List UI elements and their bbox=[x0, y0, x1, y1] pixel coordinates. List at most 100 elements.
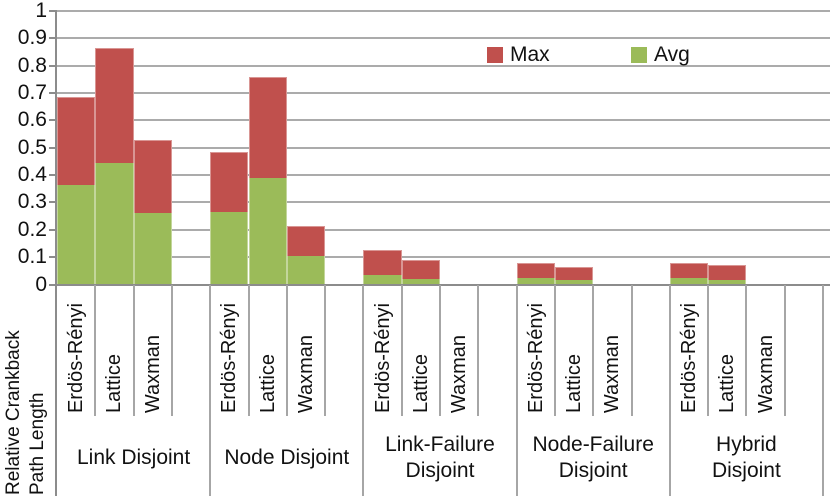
bar-segment-max bbox=[286, 225, 326, 256]
category-label: Waxman bbox=[601, 334, 624, 413]
category-label: Waxman bbox=[448, 334, 471, 413]
y-axis-tick bbox=[49, 92, 57, 95]
category-separator-line bbox=[132, 284, 135, 416]
category-separator-line bbox=[783, 284, 786, 416]
category-label-box: Erdös-Rényi bbox=[363, 287, 401, 416]
legend-item-max: Max bbox=[487, 43, 550, 67]
group-label-line: Node-Failure bbox=[532, 432, 654, 456]
legend-item-avg: Avg bbox=[631, 43, 690, 67]
y-tick-label: 1 bbox=[35, 0, 47, 22]
avg-legend-swatch-icon bbox=[631, 47, 647, 63]
category-label-box: Waxman bbox=[440, 287, 478, 416]
category-label-box: Erdös-Rényi bbox=[210, 287, 248, 416]
bar-segment-max bbox=[708, 265, 747, 281]
y-axis-tick bbox=[49, 64, 57, 67]
group-label-line: Hybrid bbox=[716, 432, 777, 456]
y-axis-tick bbox=[49, 228, 57, 231]
group-label-line: Disjoint bbox=[405, 458, 475, 482]
category-separator-line bbox=[400, 284, 403, 416]
category-label: Waxman bbox=[294, 334, 317, 413]
category-label: Erdös-Rényi bbox=[65, 302, 88, 413]
y-axis-title-line1: Relative Crankback bbox=[3, 330, 24, 495]
y-tick-label: 0.9 bbox=[17, 26, 47, 50]
y-tick-label: 0.2 bbox=[17, 217, 47, 241]
y-tick-label: 0.4 bbox=[17, 163, 47, 187]
category-separator-line bbox=[439, 284, 441, 416]
y-axis-title-line2: Path Length bbox=[27, 392, 48, 495]
y-tick-label: 0.3 bbox=[17, 190, 47, 214]
gridline bbox=[57, 92, 830, 95]
category-separator-line bbox=[592, 284, 595, 416]
bar-segment-max bbox=[554, 266, 594, 281]
group-label-line: Node Disjoint bbox=[224, 445, 350, 469]
gridline bbox=[57, 10, 830, 12]
group-boundary-line bbox=[209, 284, 212, 496]
legend-label-avg: Avg bbox=[654, 43, 690, 66]
category-separator-line bbox=[247, 284, 250, 416]
bar-segment-max bbox=[248, 76, 287, 178]
category-separator-line bbox=[477, 284, 480, 416]
category-label-box: Lattice bbox=[402, 287, 440, 416]
bar-segment-avg bbox=[554, 280, 594, 285]
group-label-line: Disjoint bbox=[558, 458, 628, 482]
y-axis-line bbox=[55, 10, 57, 496]
bar-segment-avg bbox=[516, 277, 555, 285]
y-tick-label: 0 bbox=[35, 272, 47, 296]
category-label: Waxman bbox=[141, 334, 164, 413]
group-label: Link-Failure Disjoint bbox=[363, 419, 516, 496]
y-axis-tick bbox=[49, 37, 57, 40]
category-separator-line bbox=[285, 284, 288, 416]
group-boundary-line bbox=[515, 284, 518, 496]
group-label: Link Disjoint bbox=[57, 419, 210, 496]
category-separator-line bbox=[94, 284, 97, 416]
bar-segment-avg bbox=[401, 279, 440, 285]
category-label-box: Waxman bbox=[746, 287, 784, 416]
bar-segment-max bbox=[95, 47, 134, 163]
bar-segment-avg bbox=[210, 212, 249, 285]
category-label: Erdös-Rényi bbox=[677, 302, 700, 413]
category-label-box: Lattice bbox=[708, 287, 746, 416]
category-label: Lattice bbox=[103, 354, 126, 413]
y-tick-label: 0.1 bbox=[17, 245, 47, 269]
group-boundary-line bbox=[362, 284, 365, 496]
bar-segment-avg bbox=[363, 274, 402, 285]
category-separator-line bbox=[707, 284, 710, 416]
gridline bbox=[57, 146, 830, 149]
category-separator-line bbox=[170, 284, 173, 416]
bar-segment-max bbox=[401, 259, 440, 280]
group-label-line: Link Disjoint bbox=[76, 445, 191, 469]
category-label: Erdös-Rényi bbox=[218, 302, 241, 413]
category-label-box: Erdös-Rényi bbox=[670, 287, 708, 416]
category-label-box: Lattice bbox=[555, 287, 593, 416]
group-label-line: Link-Failure bbox=[385, 432, 495, 456]
bar-segment-avg bbox=[133, 213, 172, 285]
category-separator-line bbox=[553, 284, 556, 416]
bar-segment-avg bbox=[286, 255, 326, 285]
y-axis-tick bbox=[49, 119, 57, 122]
category-label: Waxman bbox=[754, 334, 777, 413]
group-label: Node Disjoint bbox=[210, 419, 363, 496]
group-label: Node-Failure Disjoint bbox=[517, 419, 670, 496]
bar-segment-avg bbox=[57, 184, 96, 285]
y-tick-label: 0.5 bbox=[17, 135, 47, 159]
bar-segment-max bbox=[669, 262, 709, 278]
bar-segment-max bbox=[57, 97, 96, 185]
gridline bbox=[57, 201, 830, 204]
gridline bbox=[57, 37, 830, 40]
category-label: Erdös-Rényi bbox=[371, 302, 394, 413]
category-label-box: Erdös-Rényi bbox=[517, 287, 555, 416]
y-axis-tick bbox=[49, 10, 57, 12]
legend-label-max: Max bbox=[510, 43, 550, 66]
category-separator-line bbox=[745, 284, 748, 416]
category-separator-line bbox=[324, 284, 327, 416]
group-label: Hybrid Disjoint bbox=[670, 419, 823, 496]
bar-segment-max bbox=[363, 250, 402, 275]
gridline bbox=[57, 174, 830, 177]
y-tick-label: 0.7 bbox=[17, 81, 47, 105]
bar-segment-avg bbox=[708, 280, 747, 285]
category-label: Lattice bbox=[409, 354, 432, 413]
category-separator-line bbox=[630, 284, 633, 416]
y-axis-title: Relative Crankback Path Length bbox=[2, 287, 52, 495]
category-label-box: Waxman bbox=[134, 287, 172, 416]
category-label-box: Waxman bbox=[287, 287, 325, 416]
